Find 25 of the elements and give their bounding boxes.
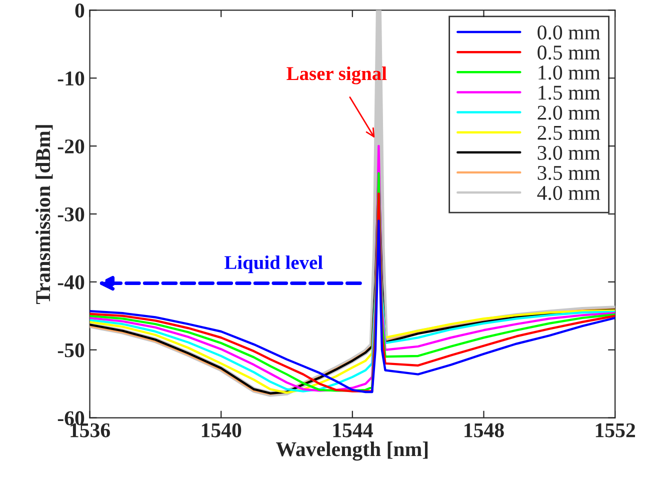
x-axis-title: Wavelength [nm] — [276, 442, 428, 461]
x-tick-label: 1540 — [202, 423, 242, 438]
y-tick-label: -50 — [58, 343, 84, 358]
y-tick-label: -40 — [58, 275, 84, 290]
y-tick-label: -60 — [58, 411, 84, 426]
annotation: Liquid level — [224, 255, 323, 274]
legend-label: 3.5 mm — [538, 166, 600, 180]
legend-label: 0.0 mm — [538, 25, 600, 40]
x-tick-label: 1544 — [333, 423, 373, 438]
y-axis-title: Transmission [dBm] — [35, 125, 53, 304]
legend-label: 1.5 mm — [538, 86, 600, 100]
legend-label: 2.5 mm — [538, 126, 600, 140]
y-tick-label: -20 — [58, 139, 84, 154]
legend-label: 1.0 mm — [538, 66, 600, 80]
legend-label: 3.0 mm — [538, 146, 600, 160]
x-tick-label: 1552 — [596, 423, 635, 438]
y-tick-label: 0 — [75, 4, 84, 18]
x-tick-label: 1548 — [464, 423, 504, 438]
legend-label: 4.0 mm — [537, 186, 600, 200]
legend-label: 2.0 mm — [538, 106, 600, 120]
x-tick-label: 1536 — [70, 423, 110, 438]
y-tick-label: -30 — [58, 207, 84, 222]
y-tick-label: -10 — [58, 71, 84, 86]
legend-label: 0.5 mm — [538, 46, 600, 60]
annotation: Laser signal — [286, 66, 387, 84]
